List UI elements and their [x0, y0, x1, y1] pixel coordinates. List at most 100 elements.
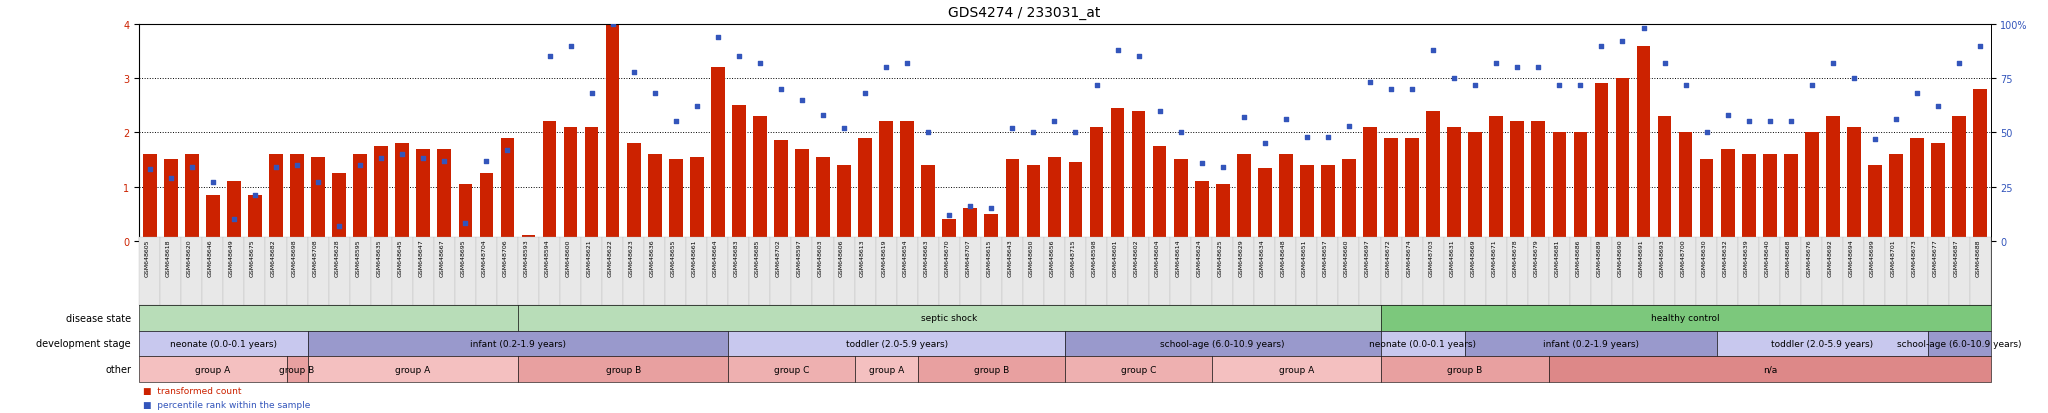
Bar	[1026, 166, 1040, 241]
Bar	[1595, 84, 1608, 241]
Text: GSM648622: GSM648622	[608, 239, 612, 277]
Text: ▶: ▶	[145, 339, 152, 348]
Text: GSM648704: GSM648704	[481, 239, 487, 277]
Bar	[1743, 154, 1755, 241]
Bar	[1448, 128, 1460, 241]
Point	[1733, 119, 1765, 126]
Bar	[1174, 160, 1188, 241]
Point	[680, 104, 713, 110]
Point	[1481, 60, 1513, 67]
Point	[1753, 119, 1786, 126]
Point	[1122, 54, 1155, 61]
Text: toddler (2.0-5.9 years): toddler (2.0-5.9 years)	[1772, 339, 1874, 348]
Bar	[1784, 154, 1798, 241]
Text: GSM648593: GSM648593	[524, 239, 528, 277]
Bar	[901, 122, 913, 241]
Point	[639, 91, 672, 97]
Point	[1501, 65, 1534, 71]
Text: GSM648697: GSM648697	[1366, 239, 1370, 277]
Text: GSM648695: GSM648695	[461, 239, 465, 277]
Text: GSM648615: GSM648615	[987, 239, 991, 277]
Text: GSM648623: GSM648623	[629, 239, 633, 277]
Point	[1227, 114, 1260, 121]
Text: GSM648681: GSM648681	[1554, 239, 1559, 277]
Text: GSM648656: GSM648656	[1049, 239, 1055, 277]
Bar	[1237, 154, 1251, 241]
Text: other: other	[104, 364, 131, 374]
Text: group C: group C	[1120, 365, 1157, 374]
Text: GSM648654: GSM648654	[903, 239, 907, 277]
Point	[1542, 82, 1575, 89]
Point	[1901, 91, 1933, 97]
Text: neonate (0.0-0.1 years): neonate (0.0-0.1 years)	[1370, 339, 1477, 348]
Text: GSM648698: GSM648698	[293, 239, 297, 277]
Bar	[670, 160, 682, 241]
Bar	[1194, 182, 1208, 241]
Text: GSM648685: GSM648685	[756, 239, 760, 277]
Point	[324, 223, 356, 229]
Bar	[690, 157, 705, 241]
Text: GSM648683: GSM648683	[733, 239, 739, 277]
Point	[512, 236, 545, 242]
Bar	[332, 173, 346, 241]
Bar	[1868, 166, 1882, 241]
Text: group C: group C	[774, 365, 809, 374]
Text: GSM648602: GSM648602	[1135, 239, 1139, 277]
Text: GSM648613: GSM648613	[860, 239, 864, 277]
Point	[848, 91, 881, 97]
Bar	[416, 149, 430, 241]
Point	[786, 97, 819, 104]
Bar	[184, 154, 199, 241]
Bar	[1280, 154, 1292, 241]
Bar	[479, 173, 494, 241]
Point	[1143, 108, 1176, 115]
Text: GSM648620: GSM648620	[186, 239, 193, 277]
Bar	[1573, 133, 1587, 241]
Point	[408, 156, 440, 162]
Point	[217, 216, 250, 223]
Point	[1649, 60, 1681, 67]
Point	[1374, 86, 1407, 93]
Text: GSM648693: GSM648693	[1659, 239, 1665, 277]
Bar	[1341, 160, 1356, 241]
Point	[1860, 136, 1892, 143]
Bar	[1384, 138, 1399, 241]
Text: group B: group B	[1448, 365, 1483, 374]
Bar	[963, 209, 977, 241]
Bar	[606, 14, 618, 241]
Bar	[731, 106, 745, 241]
Text: GSM648689: GSM648689	[1597, 239, 1602, 277]
Point	[1206, 164, 1239, 171]
Text: group A: group A	[1278, 365, 1315, 374]
Point	[1817, 60, 1849, 67]
Bar	[1804, 133, 1819, 241]
Point	[1354, 80, 1386, 86]
Text: GSM648692: GSM648692	[1829, 239, 1833, 277]
Bar	[500, 138, 514, 241]
Bar	[395, 144, 410, 241]
Point	[1921, 104, 1954, 110]
Text: GSM648640: GSM648640	[1765, 239, 1769, 277]
Point	[700, 34, 735, 41]
Bar	[1069, 163, 1081, 241]
Text: GSM648675: GSM648675	[250, 239, 254, 277]
Text: toddler (2.0-5.9 years): toddler (2.0-5.9 years)	[846, 339, 948, 348]
Text: GSM648628: GSM648628	[334, 239, 340, 277]
Point	[1712, 112, 1745, 119]
Bar	[438, 149, 451, 241]
Bar	[1425, 112, 1440, 241]
Text: GSM648629: GSM648629	[1239, 239, 1243, 277]
Text: GSM648603: GSM648603	[817, 239, 823, 277]
Text: GSM648706: GSM648706	[502, 239, 508, 277]
Point	[1417, 47, 1450, 54]
Bar	[1405, 138, 1419, 241]
Text: GSM648639: GSM648639	[1743, 239, 1749, 277]
Point	[934, 212, 967, 218]
Bar	[985, 214, 997, 241]
Text: ▶: ▶	[145, 313, 152, 323]
Point	[1626, 26, 1659, 32]
Text: GSM648597: GSM648597	[797, 239, 803, 277]
Text: ■  transformed count: ■ transformed count	[143, 386, 242, 395]
Text: GSM648708: GSM648708	[313, 239, 317, 277]
Point	[1079, 82, 1112, 89]
